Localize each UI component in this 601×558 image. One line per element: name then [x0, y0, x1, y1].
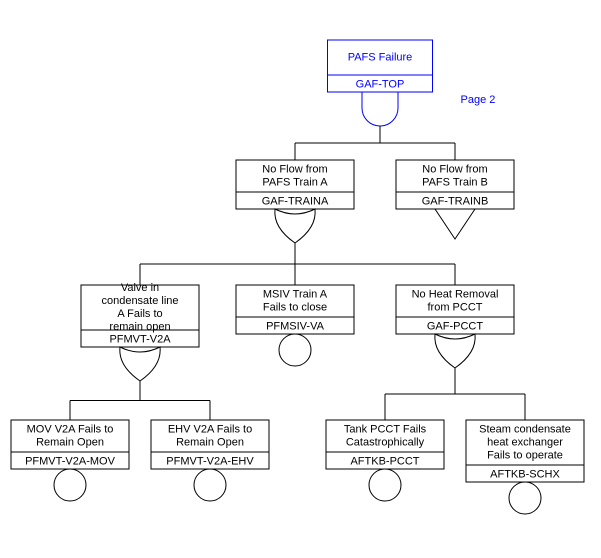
- svg-text:PFMVT-V2A: PFMVT-V2A: [109, 333, 171, 345]
- page-label: Page 2: [461, 94, 496, 106]
- svg-text:AFTKB-SCHX: AFTKB-SCHX: [490, 468, 560, 480]
- svg-text:Fails to close: Fails to close: [263, 301, 327, 313]
- svg-text:heat exchanger: heat exchanger: [487, 436, 563, 448]
- gate-and-top: [362, 92, 398, 126]
- svg-text:Tank PCCT Fails: Tank PCCT Fails: [344, 423, 427, 435]
- svg-text:MOV V2A Fails to: MOV V2A Fails to: [27, 423, 114, 435]
- svg-text:condensate line: condensate line: [101, 295, 178, 307]
- svg-text:GAF-TRAINB: GAF-TRAINB: [422, 195, 489, 207]
- svg-text:PAFS Train B: PAFS Train B: [422, 176, 488, 188]
- gate-basic-mov: [54, 469, 86, 501]
- svg-text:PFMVT-V2A-EHV: PFMVT-V2A-EHV: [166, 455, 254, 467]
- svg-text:Steam condensate: Steam condensate: [479, 423, 571, 435]
- svg-text:No Heat Removal: No Heat Removal: [412, 288, 499, 300]
- svg-text:PAFS Failure: PAFS Failure: [348, 51, 413, 63]
- fault-tree-canvas: PAFS FailureGAF-TOPNo Flow fromPAFS Trai…: [0, 0, 601, 558]
- svg-text:No Flow from: No Flow from: [262, 163, 327, 175]
- svg-text:Remain Open: Remain Open: [36, 436, 104, 448]
- svg-text:A Fails to: A Fails to: [117, 308, 162, 320]
- svg-text:Catastrophically: Catastrophically: [346, 436, 425, 448]
- svg-text:Remain Open: Remain Open: [176, 436, 244, 448]
- svg-text:PAFS Train A: PAFS Train A: [262, 176, 328, 188]
- svg-text:PFMSIV-VA: PFMSIV-VA: [266, 320, 325, 332]
- svg-text:GAF-PCCT: GAF-PCCT: [427, 320, 484, 332]
- svg-text:AFTKB-PCCT: AFTKB-PCCT: [350, 455, 419, 467]
- gate-or-trainA: [275, 209, 315, 243]
- svg-text:EHV V2A Fails to: EHV V2A Fails to: [168, 423, 252, 435]
- gate-basic-msiv: [279, 334, 311, 366]
- gate-or-valveA: [120, 347, 160, 381]
- gate-transfer-trainB: [435, 209, 475, 239]
- gate-basic-schx: [509, 482, 541, 514]
- svg-text:MSIV Train A: MSIV Train A: [263, 288, 328, 300]
- svg-text:Fails to operate: Fails to operate: [487, 449, 563, 461]
- gate-basic-tankpcct: [369, 469, 401, 501]
- svg-text:No Flow from: No Flow from: [422, 163, 487, 175]
- svg-text:from PCCT: from PCCT: [428, 301, 483, 313]
- svg-text:GAF-TRAINA: GAF-TRAINA: [262, 195, 329, 207]
- gate-basic-ehv: [194, 469, 226, 501]
- gate-or-pcct: [435, 334, 475, 368]
- svg-text:GAF-TOP: GAF-TOP: [356, 78, 405, 90]
- svg-text:PFMVT-V2A-MOV: PFMVT-V2A-MOV: [25, 455, 116, 467]
- svg-text:remain open: remain open: [109, 321, 170, 333]
